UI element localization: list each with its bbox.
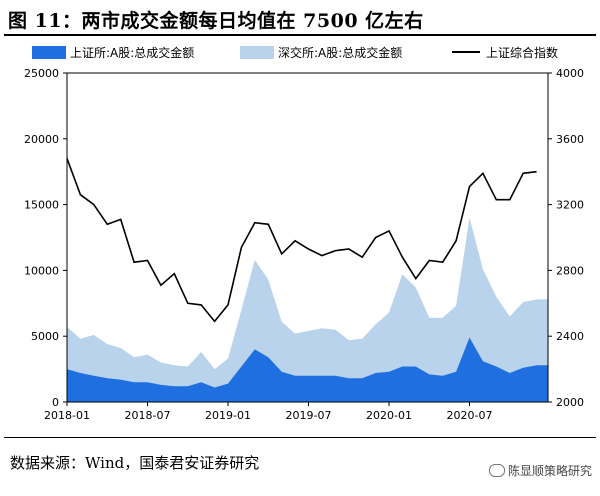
left-tick-label: 15000 [24,199,59,212]
x-tick-label: 2018-07 [125,409,171,422]
source-rule [4,437,596,438]
legend-swatch [32,46,66,59]
legend-label: 上证综合指数 [486,45,558,60]
figure-title: 图 11：两市成交金额每日均值在 7500 亿左右 [8,10,424,32]
legend-label: 上证所:A股:总成交金额 [70,45,194,60]
source-note: 数据来源：Wind，国泰君安证券研究 [10,454,260,472]
plot-frame [66,72,549,403]
watermark: 陈显顺策略研究 [488,462,592,479]
x-tick-label: 2019-07 [286,409,332,422]
right-tick-label: 4000 [556,67,584,80]
series-line-index [66,158,537,323]
title-rule [4,34,596,36]
left-tick-label: 20000 [24,133,59,146]
x-tick-label: 2019-01 [205,409,251,422]
left-tick-label: 5000 [31,330,59,343]
right-tick-label: 2000 [556,396,584,409]
right-tick-label: 3600 [556,133,584,146]
legend: 上证所:A股:总成交金额 深交所:A股:总成交金额 上证综合指数 [32,45,558,60]
x-tick-label: 2020-01 [366,409,412,422]
right-tick-label: 2800 [556,264,584,277]
left-tick-label: 0 [52,396,59,409]
left-tick-label: 25000 [24,67,59,80]
right-tick-label: 3200 [556,199,584,212]
plot-line [66,158,537,323]
right-tick-label: 2400 [556,330,584,343]
legend-swatch [240,46,274,59]
legend-label: 深交所:A股:总成交金额 [278,45,402,60]
wechat-icon [488,464,505,477]
axes: 0 5000 10000 15000 20000 25000 2000 2400 2800 320… [24,67,584,422]
series-area-sh [67,337,548,402]
plot-areas [67,217,548,402]
watermark-text: 陈显顺策略研究 [507,464,592,478]
series-area-sz [67,217,548,402]
left-tick-label: 10000 [24,264,59,277]
x-tick-label: 2018-01 [44,409,90,422]
x-tick-label: 2020-07 [447,409,493,422]
